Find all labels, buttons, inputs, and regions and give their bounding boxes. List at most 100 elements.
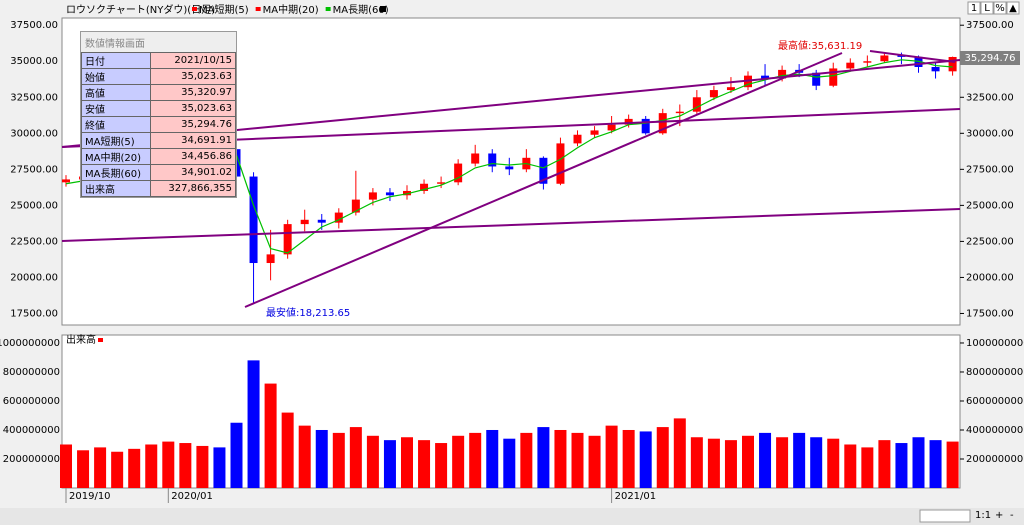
info-row: MA長期(60) 34,901.02 (81, 164, 236, 181)
legend-label: MA中期(20) (263, 3, 319, 16)
y-tick-label: 800000000 (3, 367, 60, 378)
candle-body (539, 157, 548, 184)
volume-bar (77, 450, 90, 488)
volume-bar (707, 438, 720, 488)
y-tick-label: 22500.00 (966, 236, 1014, 247)
trend-line (869, 50, 956, 63)
candle-body (249, 176, 258, 264)
volume-bar (281, 412, 294, 488)
y-tick-label: 35000.00 (10, 56, 58, 67)
last-price-label: 35,294.76 (965, 53, 1016, 64)
volume-bar (759, 432, 772, 488)
low-annotation: 最安値:18,213.65 (266, 306, 350, 319)
volume-bar (315, 429, 328, 488)
info-key: MA短期(5) (81, 132, 151, 149)
y-tick-label: 1000000000 (0, 338, 60, 349)
candle-body (385, 192, 394, 196)
candle-body (641, 118, 650, 134)
y-tick-label: 400000000 (966, 425, 1023, 436)
volume-bar (844, 444, 857, 488)
volume-bar (486, 429, 499, 488)
info-row: 終値 35,294.76 (81, 116, 236, 133)
info-key: 出来高 (81, 180, 151, 197)
y-tick-label: 37500.00 (10, 20, 58, 31)
toolbar-button[interactable] (967, 1, 981, 15)
info-key: 高値 (81, 84, 151, 101)
volume-bar (946, 441, 959, 488)
volume-bar (162, 441, 175, 488)
toolbar: 1 L% ▲ (967, 1, 1020, 15)
candle-body (846, 62, 855, 69)
candle-body (658, 113, 667, 134)
y-tick-label: 20000.00 (10, 272, 58, 283)
volume-bar (690, 437, 703, 488)
volume-bar (128, 448, 141, 488)
scroll-thumb[interactable] (919, 509, 971, 523)
candle-body (761, 75, 770, 79)
volume-bar (639, 431, 652, 488)
candle-body (914, 56, 923, 68)
info-value: 34,691.91 (150, 132, 236, 149)
legend-swatch (98, 338, 103, 342)
legend: MA短期(5) MA中期(20) MA長期(60) (192, 3, 389, 16)
info-row: MA短期(5) 34,691.91 (81, 132, 236, 149)
volume-bar (264, 383, 277, 488)
y-tick-label: 20000.00 (966, 272, 1014, 283)
legend-label: MA短期(5) (199, 3, 249, 16)
candle-body (948, 56, 957, 72)
y-tick-label: 32500.00 (966, 92, 1014, 103)
candle-body (351, 199, 360, 213)
volume-bar (469, 432, 482, 488)
y-tick-label: 200000000 (3, 454, 60, 465)
toolbar-button-label[interactable]: % (995, 3, 1005, 14)
volume-bar (503, 438, 516, 488)
candle-body (334, 212, 343, 223)
y-tick-label: 800000000 (966, 367, 1023, 378)
toolbar-button-label[interactable]: ▲ (1009, 3, 1017, 14)
volume-bar (247, 360, 260, 488)
toolbar-button[interactable] (993, 1, 1007, 15)
info-value: 327,866,355 (150, 180, 236, 197)
candle-body (368, 192, 377, 200)
y-tick-label: 600000000 (966, 396, 1023, 407)
y-tick-label: 17500.00 (966, 308, 1014, 319)
candle-body (573, 134, 582, 144)
volume-bar (793, 432, 806, 488)
volume-bar (929, 440, 942, 488)
info-key: MA中期(20) (81, 148, 151, 165)
info-row: 高値 35,320.97 (81, 84, 236, 101)
volume-bar (366, 435, 379, 488)
candle-body (880, 55, 889, 62)
toolbar-button-label[interactable]: 1 (971, 3, 977, 14)
info-value: 34,901.02 (150, 164, 236, 181)
volume-bar (554, 429, 567, 488)
toolbar-button[interactable] (1006, 1, 1020, 15)
volume-bar (742, 435, 754, 488)
zoom-plus[interactable]: + (995, 510, 1003, 521)
candle-body (590, 130, 599, 135)
toolbar-button[interactable] (980, 1, 994, 15)
info-key: MA長期(60) (81, 164, 151, 181)
volume-bar (332, 432, 345, 488)
volume-bar (810, 437, 823, 488)
trend-line (61, 208, 961, 242)
candle-body (283, 224, 292, 255)
info-value: 2021/10/15 (150, 52, 236, 69)
volume-bar (60, 444, 72, 488)
toolbar-button-label[interactable]: L (984, 3, 990, 14)
info-panel: 数値情報画面 日付 2021/10/15 始値 35,023.63 高値 35,320.9… (80, 31, 237, 198)
info-row: 安値 35,023.63 (81, 100, 236, 117)
info-key: 終値 (81, 116, 151, 133)
volume-bar (418, 440, 431, 488)
candle-body (437, 182, 446, 184)
volume-bar (878, 440, 891, 488)
zoom-minus[interactable]: - (1010, 510, 1014, 521)
candle-body (317, 219, 326, 223)
volume-bar (537, 427, 550, 488)
volume-bar (571, 432, 584, 488)
legend-swatch (325, 7, 331, 11)
y-tick-label: 400000000 (3, 425, 60, 436)
volume-bar (179, 443, 192, 488)
